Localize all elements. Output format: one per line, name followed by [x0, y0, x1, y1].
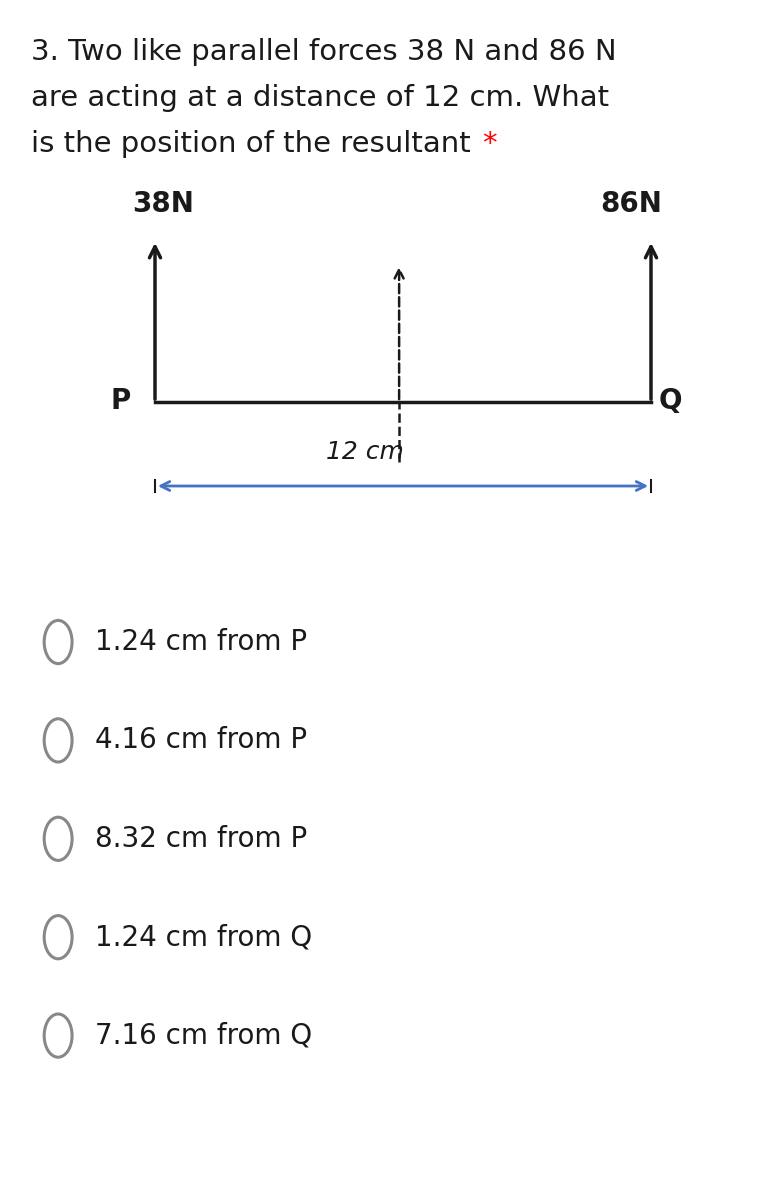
Text: Q: Q: [659, 386, 682, 415]
Text: are acting at a distance of 12 cm. What: are acting at a distance of 12 cm. What: [31, 84, 609, 112]
Text: 3. Two like parallel forces 38 N and 86 N: 3. Two like parallel forces 38 N and 86 …: [31, 38, 617, 66]
Text: 86N: 86N: [601, 191, 663, 218]
Text: 38N: 38N: [132, 191, 194, 218]
Text: 1.24 cm from Q: 1.24 cm from Q: [95, 923, 312, 952]
Text: 1.24 cm from P: 1.24 cm from P: [95, 628, 308, 656]
Text: 8.32 cm from P: 8.32 cm from P: [95, 824, 308, 853]
Text: 12 cm: 12 cm: [326, 440, 403, 464]
Text: is the position of the resultant: is the position of the resultant: [31, 130, 480, 157]
Text: *: *: [482, 130, 497, 157]
Text: P: P: [110, 386, 130, 415]
Text: 7.16 cm from Q: 7.16 cm from Q: [95, 1021, 312, 1050]
Text: 4.16 cm from P: 4.16 cm from P: [95, 726, 308, 755]
